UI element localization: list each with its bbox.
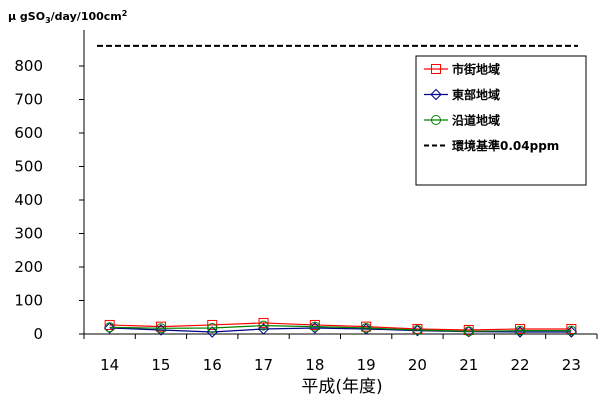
data-point — [566, 325, 577, 336]
data-point — [155, 323, 166, 334]
data-point — [207, 322, 218, 333]
data-point — [257, 323, 270, 335]
legend-swatch-marker — [431, 64, 441, 74]
data-point — [411, 324, 424, 337]
x-tick-label: 21 — [459, 356, 478, 374]
data-point — [207, 319, 218, 330]
x-tick-label: 15 — [151, 356, 170, 374]
y-axis-label: μ gSO3/day/100cm2 — [8, 9, 127, 25]
legend-swatch-marker — [431, 115, 441, 125]
data-point — [515, 325, 526, 336]
x-tick-label: 20 — [408, 356, 427, 374]
data-point — [206, 326, 218, 338]
y-tick-label: 300 — [14, 225, 43, 243]
data-point — [258, 320, 269, 331]
data-point — [104, 322, 115, 333]
x-tick-label: 19 — [357, 356, 376, 374]
data-point — [309, 321, 320, 332]
x-axis-label: 平成(年度) — [301, 377, 382, 397]
legend-label: 沿道地域 — [451, 113, 500, 128]
y-tick-label: 500 — [14, 158, 43, 176]
y-tick-label: 400 — [14, 191, 43, 209]
series-line-1 — [109, 322, 572, 331]
data-point — [258, 317, 269, 328]
y-tick-label: 800 — [14, 57, 43, 75]
legend-label: 環境基準0.04ppm — [452, 138, 559, 153]
legend-label: 東部地域 — [452, 87, 500, 102]
plot-area: 0 100 200 300 400 500 600 700 800 14 15 16 17 18 19 20 2… — [14, 30, 598, 374]
y-tick-label: 0 — [33, 325, 43, 343]
x-tick-label: 23 — [562, 356, 581, 374]
data-point — [103, 322, 116, 334]
legend-swatch-marker — [430, 88, 442, 101]
data-point — [463, 326, 474, 337]
x-tick-label: 14 — [100, 356, 119, 374]
y-tick-label: 100 — [14, 292, 43, 310]
data-point — [463, 325, 475, 338]
x-tick-label: 18 — [305, 356, 324, 374]
y-tick-label: 200 — [14, 258, 43, 276]
series-line-2 — [109, 327, 572, 333]
series-line-3 — [109, 325, 572, 332]
data-point — [361, 322, 372, 333]
y-tick-label: 600 — [14, 124, 43, 142]
x-tick-label: 22 — [511, 356, 530, 374]
x-tick-label: 17 — [254, 356, 273, 374]
legend-label: 市街地域 — [452, 62, 500, 77]
x-tick-label: 16 — [203, 356, 222, 374]
data-point — [104, 319, 115, 330]
y-tick-label: 700 — [14, 91, 43, 109]
data-point — [412, 324, 423, 335]
